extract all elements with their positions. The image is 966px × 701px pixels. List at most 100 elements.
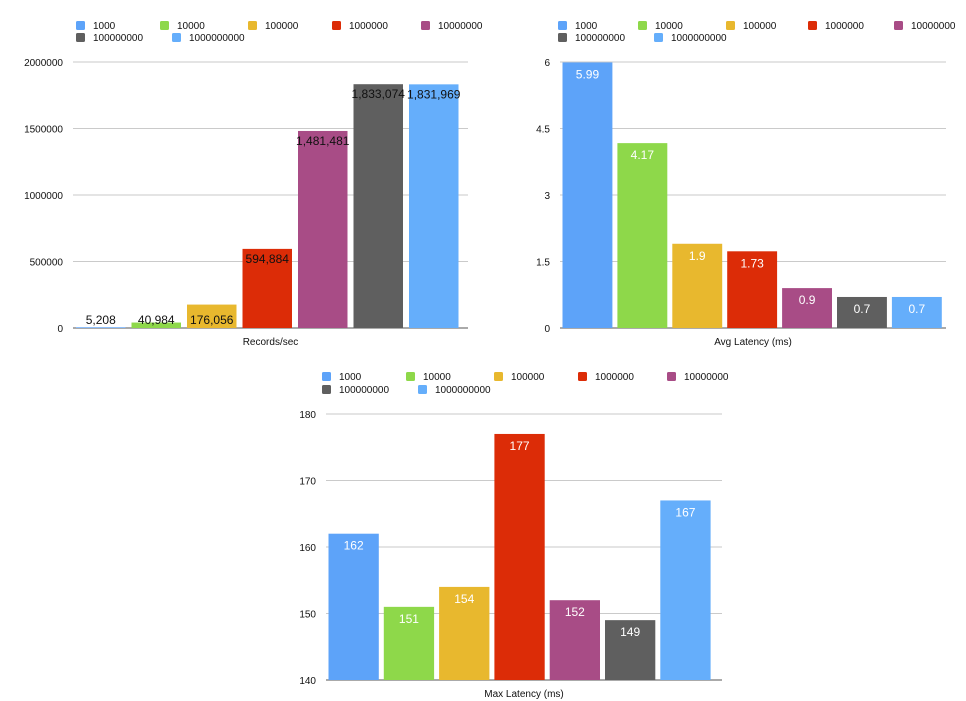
data-label-100000000: 1,833,074 xyxy=(352,87,406,101)
bar-10000000 xyxy=(782,288,832,328)
bar-1000000 xyxy=(727,251,778,328)
y-tick-label: 1.5 xyxy=(536,258,550,269)
bar-100000000 xyxy=(837,296,887,328)
y-tick-label: 6 xyxy=(544,58,550,69)
chart-3: 1000 10000 100000 1000000 10000000 100000000 1… xyxy=(299,372,729,700)
legend-label-100000000: 100000000 xyxy=(575,33,625,44)
y-tick-label: 3 xyxy=(544,191,550,202)
legend-label-10000000: 10000000 xyxy=(438,21,483,32)
bar-1000 xyxy=(76,327,126,328)
legend-swatch-1000000000 xyxy=(172,33,181,42)
y-tick-label: 2000000 xyxy=(24,58,63,69)
legend-swatch-10000000 xyxy=(421,21,430,30)
data-label-1000000: 594,884 xyxy=(246,252,290,266)
legend-swatch-1000000 xyxy=(808,21,817,30)
bar-1000000000 xyxy=(891,296,942,328)
bar-1000000 xyxy=(242,248,292,328)
legend-label-100000: 100000 xyxy=(511,372,545,383)
bar-10000 xyxy=(131,322,181,328)
y-tick-label: 0 xyxy=(544,324,550,335)
legend-swatch-1000 xyxy=(558,21,567,30)
data-label-100000000: 0.7 xyxy=(854,302,871,316)
bar-100000000 xyxy=(353,84,403,328)
legend-swatch-1000 xyxy=(76,21,85,30)
legend-label-1000000000: 1000000000 xyxy=(435,385,491,396)
legend-swatch-1000000000 xyxy=(418,385,427,394)
data-label-1000: 5.99 xyxy=(576,67,600,81)
legend-label-1000: 1000 xyxy=(339,372,362,383)
bar-100000000 xyxy=(605,620,656,680)
y-tick-label: 170 xyxy=(299,477,316,488)
legend-label-10000: 10000 xyxy=(655,21,683,32)
x-axis-label: Max Latency (ms) xyxy=(484,689,563,700)
legend-label-100000000: 100000000 xyxy=(93,33,143,44)
bar-1000000000 xyxy=(409,84,459,329)
x-axis-label: Avg Latency (ms) xyxy=(714,337,792,348)
legend-label-10000000: 10000000 xyxy=(911,21,956,32)
data-label-100000: 176,056 xyxy=(190,313,234,327)
bar-1000 xyxy=(562,62,613,329)
bar-100000 xyxy=(672,243,723,328)
legend-swatch-10000000 xyxy=(667,372,676,381)
chart-3-legend: 1000 10000 100000 1000000 10000000 100000000 1… xyxy=(322,372,729,396)
y-tick-label: 180 xyxy=(299,410,316,421)
legend-label-1000000: 1000000 xyxy=(349,21,388,32)
legend-swatch-1000 xyxy=(322,372,331,381)
legend-swatch-10000 xyxy=(638,21,647,30)
legend-label-1000000000: 1000000000 xyxy=(189,33,245,44)
bar-1000000 xyxy=(494,433,545,680)
y-tick-label: 0 xyxy=(57,324,63,335)
legend-label-1000: 1000 xyxy=(575,21,598,32)
bar-100000 xyxy=(187,304,237,328)
bar-10000000 xyxy=(298,130,348,328)
legend-swatch-100000 xyxy=(726,21,735,30)
legend-swatch-1000000000 xyxy=(654,33,663,42)
data-label-10000: 151 xyxy=(399,612,419,626)
y-tick-label: 500000 xyxy=(30,258,64,269)
y-tick-label: 1500000 xyxy=(24,125,63,136)
x-axis-label: Records/sec xyxy=(243,337,299,348)
data-label-1000000: 1.73 xyxy=(740,256,764,270)
data-label-10000000: 1,481,481 xyxy=(296,134,350,148)
data-label-1000000000: 0.7 xyxy=(909,302,926,316)
data-label-10000000: 0.9 xyxy=(799,293,816,307)
legend-swatch-1000000 xyxy=(578,372,587,381)
bar-10000000 xyxy=(549,600,600,680)
data-label-100000000: 149 xyxy=(620,625,640,639)
legend-swatch-10000000 xyxy=(894,21,903,30)
y-tick-label: 1000000 xyxy=(24,191,63,202)
data-label-100000: 154 xyxy=(454,592,474,606)
bar-100000 xyxy=(439,586,490,680)
chart-2: 1000 10000 100000 1000000 10000000 100000000 1… xyxy=(536,21,956,348)
legend-label-10000: 10000 xyxy=(177,21,205,32)
legend-label-100000000: 100000000 xyxy=(339,385,389,396)
legend-label-100000: 100000 xyxy=(265,21,299,32)
legend-label-10000: 10000 xyxy=(423,372,451,383)
data-label-1000000: 177 xyxy=(510,439,530,453)
legend-label-100000: 100000 xyxy=(743,21,777,32)
legend-label-1000000: 1000000 xyxy=(825,21,864,32)
y-tick-label: 4.5 xyxy=(536,125,550,136)
data-label-1000: 162 xyxy=(344,539,364,553)
legend-label-1000000000: 1000000000 xyxy=(671,33,727,44)
legend-swatch-100000 xyxy=(494,372,503,381)
legend-swatch-100000000 xyxy=(558,33,567,42)
data-label-10000: 40,984 xyxy=(138,313,175,327)
bar-10000 xyxy=(383,606,435,680)
legend-label-1000000: 1000000 xyxy=(595,372,634,383)
data-label-1000000000: 1,831,969 xyxy=(407,87,461,101)
bar-10000 xyxy=(617,143,668,328)
data-label-10000000: 152 xyxy=(565,605,585,619)
legend-swatch-100000000 xyxy=(76,33,85,42)
data-label-10000: 4.17 xyxy=(631,148,655,162)
legend-label-10000000: 10000000 xyxy=(684,372,729,383)
chart-1-legend: 1000 10000 100000 1000000 10000000 100000000 1… xyxy=(76,21,483,44)
y-tick-label: 160 xyxy=(299,543,316,554)
legend-swatch-10000 xyxy=(160,21,169,30)
bar-1000000000 xyxy=(660,500,711,680)
y-tick-label: 140 xyxy=(299,676,316,687)
legend-swatch-10000 xyxy=(406,372,415,381)
legend-swatch-100000000 xyxy=(322,385,331,394)
